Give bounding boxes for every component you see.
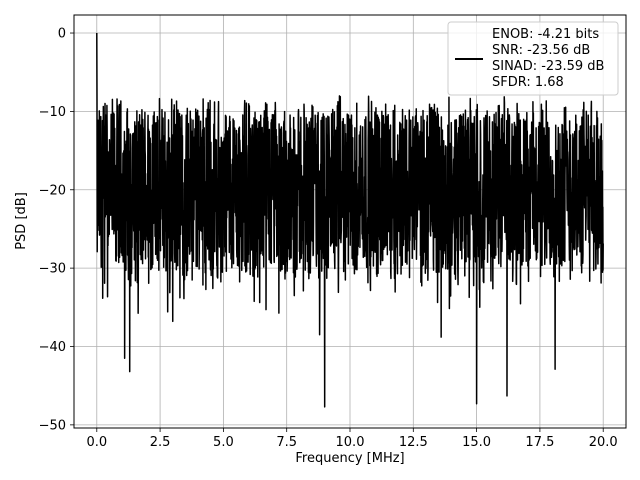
y-tick-label: −50 [39,418,66,433]
legend-enob: ENOB: -4.21 bits [492,27,599,42]
x-tick-label: 10.0 [336,435,365,450]
x-tick-label: 12.5 [399,435,428,450]
y-axis-label: PSD [dB] [14,192,29,250]
x-tick-label: 0.0 [86,435,107,450]
x-tick-label: 17.5 [525,435,554,450]
x-tick-label: 20.0 [589,435,618,450]
psd-series [96,33,604,408]
axis-ticks: 0.0 2.5 5.0 7.5 10.0 12.5 15.0 17.5 20.0 0 −10 −20 −… [39,27,618,450]
x-tick-label: 15.0 [462,435,491,450]
legend-snr: SNR: -23.56 dB [492,43,590,58]
legend-box [447,21,619,96]
psd-trace [96,33,604,408]
y-tick-label: −20 [39,183,66,198]
legend-sfdr: SFDR: 1.68 [492,75,564,90]
y-tick-label: −40 [39,340,66,355]
y-tick-label: −30 [39,262,66,277]
x-tick-label: 5.0 [213,435,234,450]
x-tick-label: 2.5 [150,435,171,450]
legend: ENOB: -4.21 bits SNR: -23.56 dB SINAD: -… [447,21,619,96]
y-tick-label: −10 [39,105,66,120]
legend-sinad: SINAD: -23.59 dB [492,59,604,74]
y-tick-label: 0 [58,27,66,42]
x-tick-label: 7.5 [276,435,297,450]
legend-text: ENOB: -4.21 bits SNR: -23.56 dB SINAD: -… [492,27,609,90]
x-axis-label: Frequency [MHz] [295,451,404,466]
